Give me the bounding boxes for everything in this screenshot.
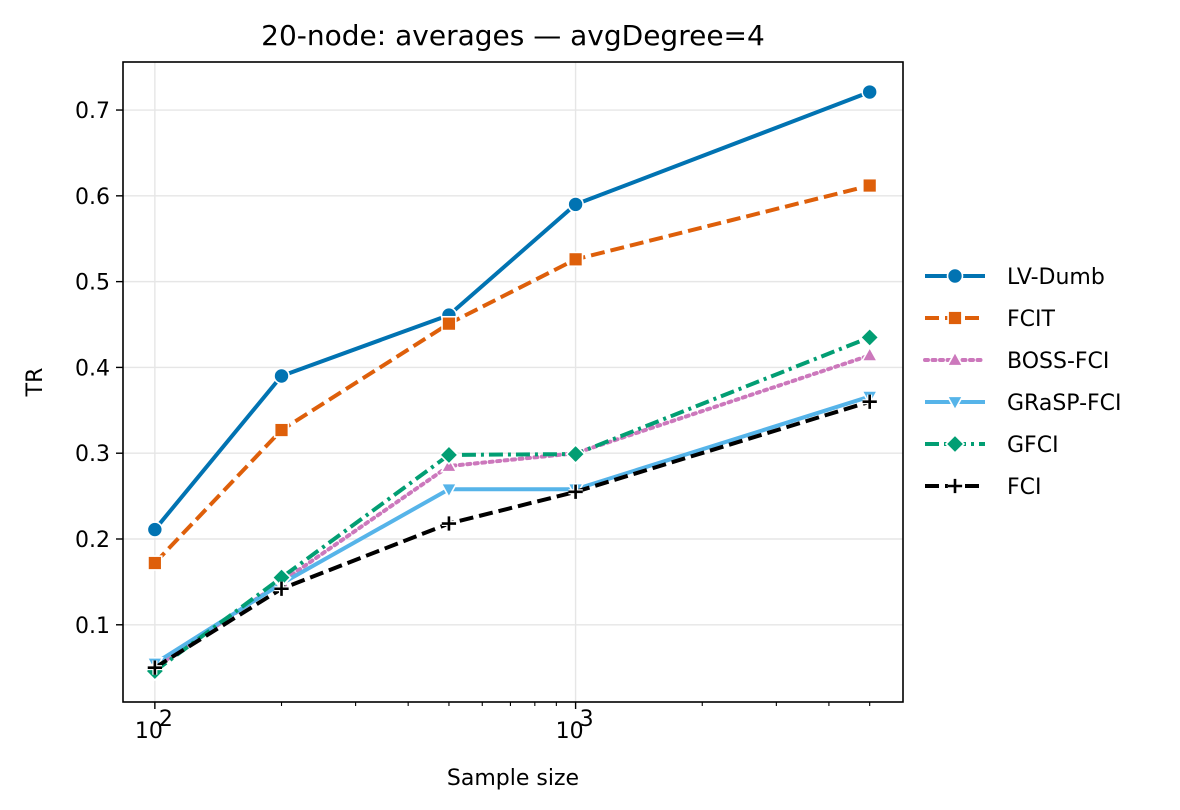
y-tick-label: 0.5 <box>75 271 110 296</box>
legend-marker-boss-fci <box>946 350 964 367</box>
y-axis-title: TR <box>23 368 48 398</box>
x-axis-title: Sample size <box>447 766 579 791</box>
data-point-gfci <box>565 443 586 465</box>
data-point-fcit <box>567 251 584 268</box>
data-point-grasp-fci <box>440 482 458 499</box>
y-tick-label: 0.3 <box>75 442 110 467</box>
data-point-fci <box>441 516 457 531</box>
legend-item-boss-fci: BOSS-FCI <box>923 349 1109 374</box>
legend-label-boss-fci: BOSS-FCI <box>1007 349 1109 374</box>
chart-title: 20-node: averages — avgDegree=4 <box>261 19 765 52</box>
data-point-fci <box>274 581 289 596</box>
legend-item-fcit: FCIT <box>925 307 1056 332</box>
data-point-fcit <box>441 315 457 332</box>
legend-label-fcit: FCIT <box>1007 307 1056 332</box>
legend-label-fci: FCI <box>1007 475 1042 500</box>
series-line-gfci <box>153 335 871 673</box>
legend: LV-Dumb FCIT BOSS-FCI GRaSP-FCI GFCI FCI <box>923 265 1122 500</box>
grid-lines <box>123 62 903 702</box>
data-point-lv-dumb <box>567 196 584 213</box>
plot-frame <box>122 61 904 703</box>
x-tick-label: 10 <box>556 719 584 744</box>
y-tick-label: 0.7 <box>75 99 110 124</box>
data-point-gfci <box>859 327 880 348</box>
legend-item-gfci: GFCI <box>925 433 1059 458</box>
y-tick-label: 0.4 <box>75 356 110 381</box>
legend-marker-fcit <box>947 310 963 326</box>
data-point-lv-dumb <box>146 521 164 538</box>
legend-label-gfci: GFCI <box>1007 433 1059 458</box>
y-tick-label: 0.6 <box>75 185 110 210</box>
data-point-fcit <box>273 422 290 438</box>
legend-item-lv-dumb: LV-Dumb <box>925 265 1105 290</box>
data-point-fci <box>568 484 583 499</box>
x-tick-exponent: 2 <box>159 707 173 732</box>
data-point-boss-fci <box>860 345 879 362</box>
data-point-fci <box>862 394 877 409</box>
data-point-gfci <box>438 444 460 466</box>
y-tick-label: 0.1 <box>75 614 110 639</box>
data-point-fcit <box>861 177 878 194</box>
y-tick-label: 0.2 <box>75 528 110 553</box>
legend-label-lv-dumb: LV-Dumb <box>1007 265 1105 290</box>
legend-marker-gfci <box>944 433 966 455</box>
legend-item-grasp-fci: GRaSP-FCI <box>925 391 1122 416</box>
series-layer <box>144 83 880 682</box>
series-fcit <box>147 177 878 571</box>
data-point-fcit <box>147 555 163 571</box>
x-tick-label: 10 <box>135 719 163 744</box>
data-point-fci <box>147 660 162 675</box>
data-point-lv-dumb <box>273 367 290 385</box>
data-point-lv-dumb <box>861 83 878 101</box>
series-fci <box>147 394 877 675</box>
legend-marker-fci <box>947 478 963 494</box>
legend-label-grasp-fci: GRaSP-FCI <box>1007 391 1122 416</box>
x-tick-exponent: 3 <box>580 707 594 732</box>
legend-marker-lv-dumb <box>946 267 964 285</box>
legend-marker-grasp-fci <box>946 395 964 412</box>
legend-item-fci: FCI <box>925 475 1042 500</box>
